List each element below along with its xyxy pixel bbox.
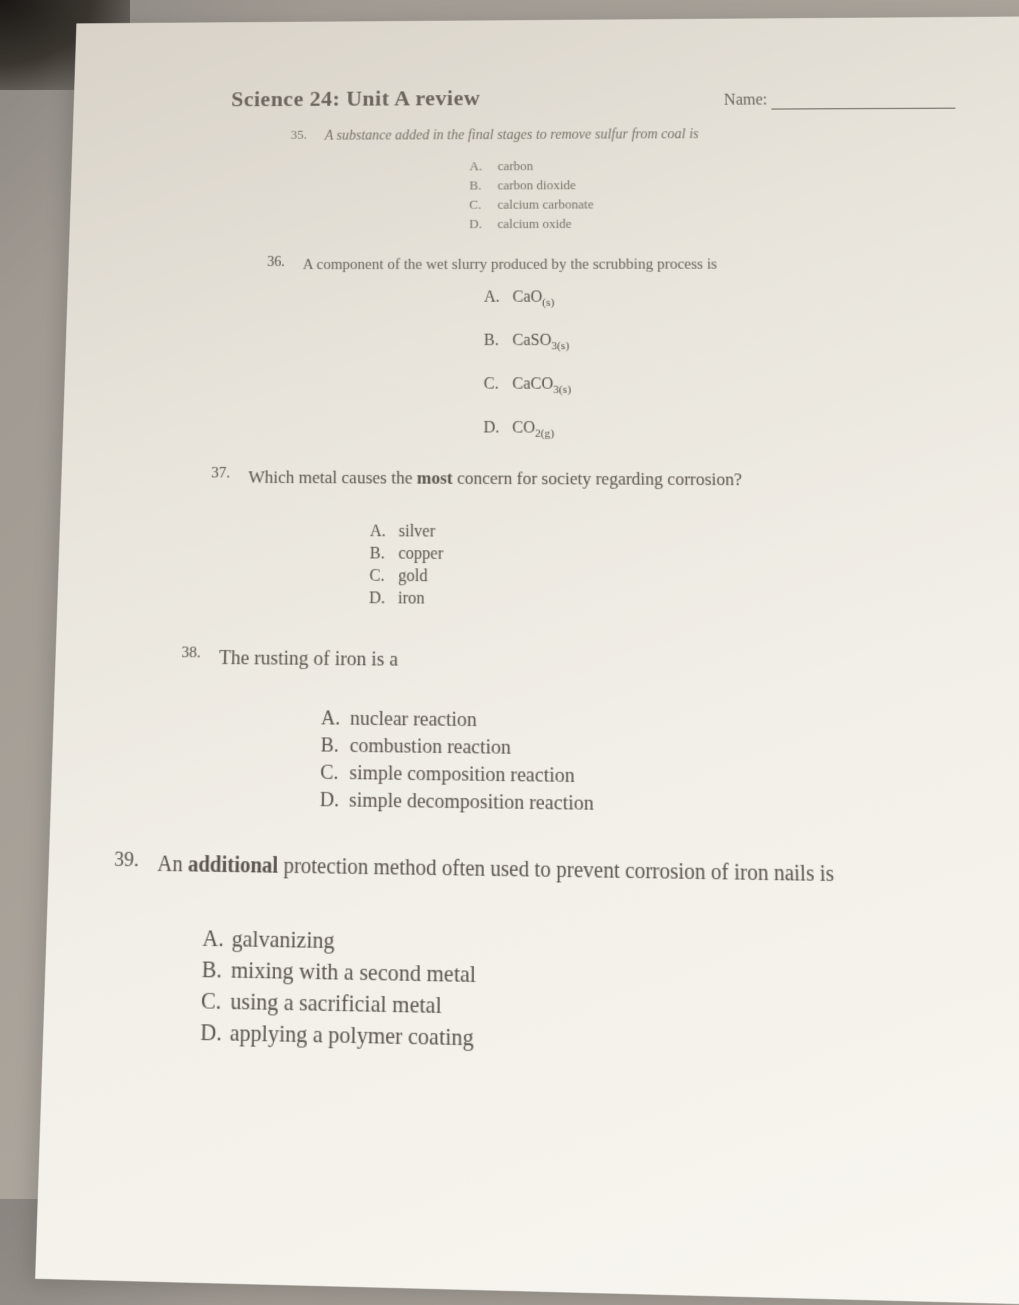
option-b: B.combustion reaction [320, 734, 1006, 766]
name-field: Name: [724, 90, 956, 109]
question-37: 37. Which metal causes the most concern … [195, 465, 1002, 614]
question-number: 36. [253, 254, 303, 270]
question-text: The rusting of iron is a [219, 645, 398, 675]
question-number: 35. [275, 127, 325, 143]
page-title: Science 24: Unit A review [231, 85, 480, 112]
option-b: B.copper [370, 545, 1001, 568]
question-39: 39. An additional protection method ofte… [100, 848, 1015, 1063]
option-b: B.carbon dioxide [469, 175, 988, 193]
question-text: A component of the wet slurry produced b… [303, 254, 718, 276]
options-list: A.nuclear reaction B.combustion reaction… [320, 707, 1009, 822]
option-c: C.gold [369, 567, 1001, 591]
question-35: 35. A substance added in the final stage… [273, 124, 990, 232]
question-text: A substance added in the final stages to… [325, 125, 699, 146]
option-d: D.simple decomposition reaction [320, 788, 1009, 821]
question-text: An additional protection method often us… [157, 849, 834, 890]
option-d: D.CO2(g) [483, 419, 996, 442]
question-number: 37. [198, 465, 249, 483]
option-a: A.CaO(s) [484, 288, 992, 309]
options-list: A.carbon B.carbon dioxide C.calcium carb… [469, 156, 990, 232]
name-label: Name: [724, 91, 768, 108]
option-b: B.CaSO3(s) [484, 331, 994, 353]
option-a: A.silver [370, 523, 1000, 546]
question-number: 39. [105, 848, 157, 873]
header-row: Science 24: Unit A review Name: [123, 82, 987, 113]
worksheet-paper: Science 24: Unit A review Name: 35. A su… [35, 17, 1019, 1305]
name-blank-line [771, 108, 955, 110]
option-a: A.nuclear reaction [321, 707, 1006, 739]
options-list: A.silver B.copper C.gold D.iron [369, 523, 1002, 614]
option-c: C.CaCO3(s) [484, 375, 995, 397]
option-d: D.iron [369, 589, 1002, 613]
option-c: C.calcium carbonate [469, 195, 989, 213]
options-list: A.galvanizing B.mixing with a second met… [200, 924, 1016, 1062]
option-d: D.calcium oxide [469, 214, 990, 231]
question-38: 38. The rusting of iron is a A.nuclear r… [164, 644, 1008, 821]
option-a: A.carbon [469, 156, 988, 174]
question-36: 36. A component of the wet slurry produc… [249, 254, 996, 442]
question-text: Which metal causes the most concern for … [248, 465, 742, 492]
options-list: A.CaO(s) B.CaSO3(s) C.CaCO3(s) D.CO2(g) [483, 288, 996, 442]
question-number: 38. [168, 644, 220, 663]
